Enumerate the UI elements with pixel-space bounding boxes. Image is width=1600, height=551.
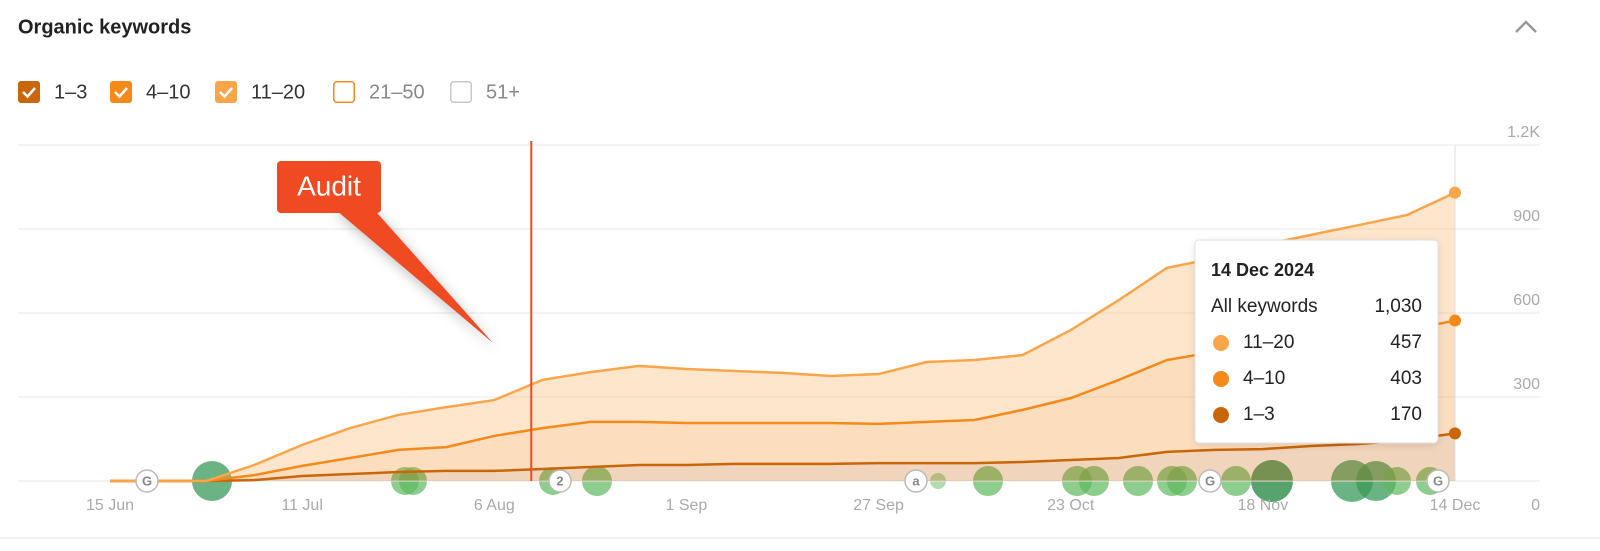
tooltip-date: 14 Dec 2024 [1211, 260, 1314, 280]
tooltip-dot [1213, 371, 1229, 387]
tooltip-box [1194, 239, 1439, 444]
legend-checkbox[interactable] [110, 81, 132, 103]
legend-checkbox[interactable] [18, 81, 40, 103]
tooltip-series-value: 403 [1390, 368, 1422, 389]
tooltip-dot [1213, 407, 1229, 423]
tooltip-dot [1213, 335, 1229, 351]
annotation-pointer [330, 205, 493, 343]
tooltip-total-label: All keywords [1211, 296, 1318, 317]
checkmark [219, 87, 233, 99]
y-tick-label: 900 [1513, 208, 1540, 225]
event-marker-label: G [1205, 473, 1215, 488]
event-marker-label: a [912, 473, 920, 488]
legend-label: 21–50 [369, 81, 425, 103]
legend-label: 51+ [486, 81, 520, 103]
tooltip-series-value: 457 [1390, 332, 1422, 353]
x-tick-label: 23 Oct [1047, 497, 1095, 514]
event-marker-label: G [1433, 473, 1443, 488]
annotation-box [277, 161, 381, 213]
tooltip-total-value: 1,030 [1374, 296, 1422, 317]
tooltip-series-value: 170 [1390, 404, 1422, 425]
y-tick-label: 300 [1513, 376, 1540, 393]
x-tick-label: 18 Nov [1238, 497, 1289, 514]
x-tick-label: 27 Sep [853, 497, 904, 514]
y-tick-label: 1.2K [1507, 124, 1540, 141]
event-marker[interactable] [548, 469, 572, 493]
legend-checkbox[interactable] [333, 81, 355, 103]
tooltip-series-name: 1–3 [1243, 404, 1275, 425]
collapse-button[interactable] [1515, 20, 1537, 33]
x-tick-label: 15 Jun [86, 497, 134, 514]
event-marker[interactable] [135, 469, 159, 493]
x-tick-label: 14 Dec [1430, 497, 1481, 514]
tooltip: 14 Dec 2024 All keywords 1,030 11–20 457 4–10… [1194, 239, 1439, 444]
legend-label: 4–10 [146, 81, 191, 103]
area [110, 192, 1455, 481]
tooltip-series-name: 4–10 [1243, 368, 1285, 389]
event-marker-label: 2 [556, 473, 563, 488]
event-marker[interactable] [1426, 469, 1450, 493]
x-tick-label: 6 Aug [474, 497, 515, 514]
legend-checkbox[interactable] [450, 81, 472, 103]
x-tick-label: 11 Jul [281, 497, 323, 514]
checkmark [114, 87, 128, 99]
area [110, 320, 1455, 481]
chart-title: Organic keywords [18, 16, 191, 38]
annotation-text: Audit [297, 170, 361, 201]
end-dot [1449, 427, 1461, 440]
x-tick-label: 1 Sep [666, 497, 708, 514]
y-tick-label: 600 [1513, 292, 1540, 309]
end-dot [1449, 186, 1461, 199]
legend-label: 1–3 [54, 81, 87, 103]
series-line [110, 432, 1456, 483]
legend-checkbox[interactable] [215, 81, 237, 103]
end-dot [1449, 314, 1461, 327]
y-tick-label: 0 [1531, 497, 1540, 514]
legend-label: 11–20 [251, 81, 305, 103]
event-marker-label: G [142, 473, 152, 488]
event-marker[interactable] [904, 469, 928, 493]
area [110, 433, 1455, 481]
checkmark [22, 87, 36, 99]
tooltip-series-name: 11–20 [1243, 332, 1294, 353]
event-marker[interactable] [1198, 469, 1222, 493]
